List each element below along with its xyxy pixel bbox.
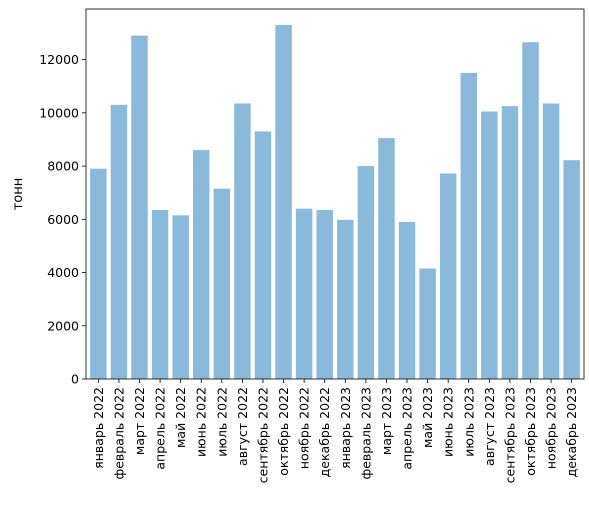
bar-3 [151,209,169,379]
bar-8 [254,131,272,379]
y-tick-label-5: 10000 [39,105,79,120]
bar-22 [542,103,560,380]
bar-2 [131,35,148,379]
y-tick-label-2: 4000 [47,265,79,280]
x-tick-label-13: февраль 2023 [358,387,373,479]
x-tick-label-17: июнь 2023 [441,387,456,457]
bar-18 [460,72,477,380]
x-tick-label-5: июнь 2022 [194,387,209,457]
x-tick-label-11: декабрь 2022 [317,387,332,477]
bar-16 [419,268,436,379]
bars-group [90,24,580,380]
y-tick-label-0: 0 [71,372,79,387]
bar-7 [234,103,251,380]
x-tick-label-15: апрель 2023 [400,387,415,470]
x-tick-label-6: июль 2022 [214,387,229,457]
bar-10 [295,208,313,379]
bar-5 [193,150,210,379]
x-tick-label-23: декабрь 2023 [564,387,579,477]
bar-17 [439,173,457,379]
bar-1 [110,104,128,380]
x-tick-label-20: сентябрь 2023 [502,387,517,483]
x-tick-label-19: август 2023 [482,387,497,466]
x-tick-label-10: ноябрь 2022 [297,387,312,469]
bar-4 [172,215,189,379]
x-tick-label-12: январь 2023 [338,387,353,469]
y-tick-label-6: 12000 [39,52,79,67]
x-tick-label-14: март 2023 [379,387,394,455]
x-axis: январь 2022 февраль 2022 март 2022 апрель 2… [91,379,579,483]
bar-9 [275,24,292,380]
bar-20 [501,106,519,380]
x-tick-label-9: октябрь 2022 [276,387,291,476]
y-tick-label-1: 2000 [47,318,79,333]
bar-14 [378,138,395,379]
x-tick-label-3: апрель 2022 [153,387,168,470]
y-axis-label: тонн [11,178,26,211]
x-tick-label-16: май 2023 [420,387,435,448]
plot-frame [85,8,585,380]
x-tick-label-2: март 2022 [132,387,147,455]
x-tick-label-22: ноябрь 2023 [544,387,559,469]
bar-6 [213,188,231,379]
x-tick-label-8: сентябрь 2022 [255,387,270,483]
bar-11 [316,209,333,379]
y-axis: 0 2000 4000 6000 8000 10000 12000 [39,52,86,387]
bar-23 [563,160,580,379]
bar-21 [522,42,539,380]
y-tick-label-4: 8000 [47,159,79,174]
x-tick-label-21: октябрь 2023 [523,387,538,476]
bar-12 [337,219,354,379]
x-tick-label-0: январь 2022 [91,387,106,469]
bar-19 [481,111,498,379]
y-tick-label-3: 6000 [47,212,79,227]
x-tick-label-1: февраль 2022 [111,387,126,479]
x-tick-label-18: июль 2023 [461,387,476,457]
bar-15 [398,221,416,379]
bar-0 [90,168,107,379]
x-tick-label-4: май 2022 [173,387,188,448]
x-tick-label-7: август 2022 [235,387,250,466]
bar-13 [357,166,375,379]
